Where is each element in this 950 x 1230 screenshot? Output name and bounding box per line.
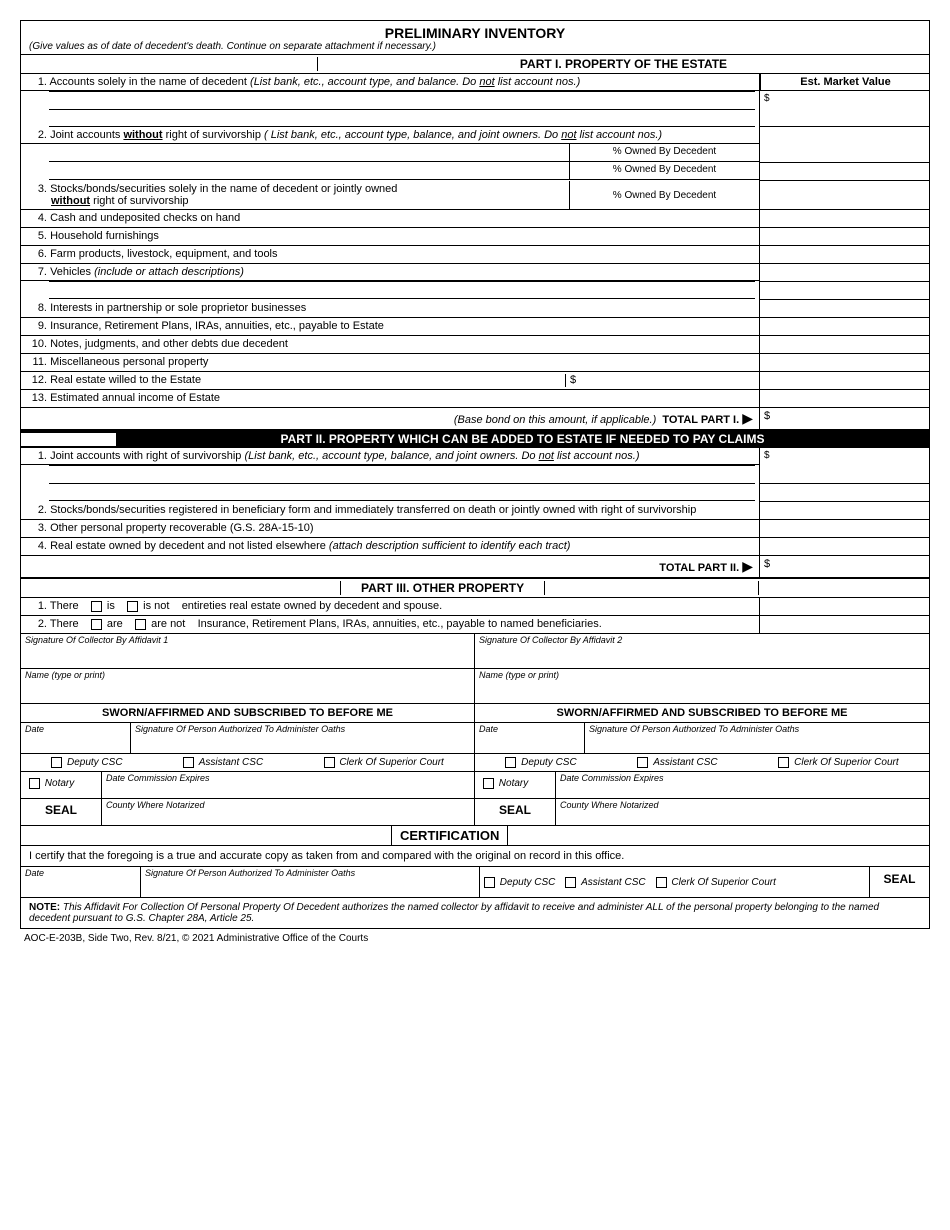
form-title: PRELIMINARY INVENTORY <box>21 21 929 41</box>
cb-cert-clerk[interactable] <box>656 877 667 888</box>
cert-sig[interactable] <box>141 879 479 897</box>
sig2-field[interactable] <box>475 646 929 668</box>
part2-item1: 1. Joint accounts with right of survivor… <box>21 448 929 502</box>
part1-item8: 8. Interests in partnership or sole prop… <box>21 300 929 318</box>
cb-cert-deputy[interactable] <box>484 877 495 888</box>
comm1-field[interactable] <box>102 784 474 798</box>
form-page: PRELIMINARY INVENTORY (Give values as of… <box>20 20 930 929</box>
oath-sig1[interactable] <box>131 735 474 753</box>
cb-notary2[interactable] <box>483 778 494 789</box>
cb-clerk2[interactable] <box>778 757 789 768</box>
cb-notary1[interactable] <box>29 778 40 789</box>
part1-header: PART I. PROPERTY OF THE ESTATE <box>21 54 929 74</box>
note-text: NOTE: This Affidavit For Collection Of P… <box>21 898 929 928</box>
item1-value[interactable]: $ <box>760 91 929 127</box>
part3-header: PART III. OTHER PROPERTY <box>21 578 929 598</box>
part2-item3: 3. Other personal property recoverable (… <box>21 520 929 538</box>
owned-3[interactable]: % Owned By Decedent <box>569 181 759 210</box>
checkbox-are[interactable] <box>91 619 102 630</box>
part1-item4: 4. Cash and undeposited checks on hand <box>21 210 929 228</box>
part1-item2-row: 2. Joint accounts without right of survi… <box>21 127 929 181</box>
cert-row: Date Signature Of Person Authorized To A… <box>21 867 929 898</box>
cert-header: CERTIFICATION <box>21 826 929 846</box>
date2-field[interactable] <box>475 735 584 753</box>
cb-clerk1[interactable] <box>324 757 335 768</box>
part1-item13: 13. Estimated annual income of Estate <box>21 390 929 408</box>
part1-total: (Base bond on this amount, if applicable… <box>21 408 929 430</box>
cb-deputy1[interactable] <box>51 757 62 768</box>
owned-1[interactable]: % Owned By Decedent <box>569 144 759 162</box>
cb-cert-assistant[interactable] <box>565 877 576 888</box>
county1-field[interactable] <box>102 811 474 825</box>
part1-item10: 10. Notes, judgments, and other debts du… <box>21 336 929 354</box>
item2-value-2[interactable] <box>760 163 929 181</box>
checkbox-arenot[interactable] <box>135 619 146 630</box>
checkbox-isnot[interactable] <box>127 601 138 612</box>
signature-section: Signature Of Collector By Affidavit 1 Na… <box>21 634 929 826</box>
part1-item9: 9. Insurance, Retirement Plans, IRAs, an… <box>21 318 929 336</box>
cb-assistant1[interactable] <box>183 757 194 768</box>
form-subtitle: (Give values as of date of decedent's de… <box>21 41 929 54</box>
part1-item12: 12. Real estate willed to the Estate$ <box>21 372 929 390</box>
name2-field[interactable] <box>475 681 929 703</box>
cert-date[interactable] <box>21 879 140 897</box>
part1-item3-row: 3. Stocks/bonds/securities solely in the… <box>21 181 929 210</box>
oath-sig2[interactable] <box>585 735 929 753</box>
item3-value[interactable] <box>760 181 929 210</box>
county2-field[interactable] <box>556 811 929 825</box>
part2-total: TOTAL PART II. ▶ $ <box>21 556 929 578</box>
sig1-field[interactable] <box>21 646 474 668</box>
emv-header: Est. Market Value <box>760 74 930 91</box>
cert-text: I certify that the foregoing is a true a… <box>21 846 929 867</box>
item2-value-1[interactable] <box>760 145 929 163</box>
cb-deputy2[interactable] <box>505 757 516 768</box>
part2-item2: 2. Stocks/bonds/securities registered in… <box>21 502 929 520</box>
owned-2[interactable]: % Owned By Decedent <box>569 162 759 180</box>
part1-item5: 5. Household furnishings <box>21 228 929 246</box>
part2-item4: 4. Real estate owned by decedent and not… <box>21 538 929 556</box>
date1-field[interactable] <box>21 735 130 753</box>
part3-item2: 2. There are are not Insurance, Retireme… <box>21 616 929 634</box>
part1-item7: 7. Vehicles (include or attach descripti… <box>21 264 929 300</box>
part2-header: PART II. PROPERTY WHICH CAN BE ADDED TO … <box>21 430 929 448</box>
part1-item1-row: 1. Accounts solely in the name of decede… <box>21 74 929 127</box>
part1-item11: 11. Miscellaneous personal property <box>21 354 929 372</box>
checkbox-is[interactable] <box>91 601 102 612</box>
cb-assistant2[interactable] <box>637 757 648 768</box>
part1-item6: 6. Farm products, livestock, equipment, … <box>21 246 929 264</box>
name1-field[interactable] <box>21 681 474 703</box>
part3-item1: 1. There is is not entireties real estat… <box>21 598 929 616</box>
form-footer: AOC-E-203B, Side Two, Rev. 8/21, © 2021 … <box>20 929 930 944</box>
comm2-field[interactable] <box>556 784 929 798</box>
